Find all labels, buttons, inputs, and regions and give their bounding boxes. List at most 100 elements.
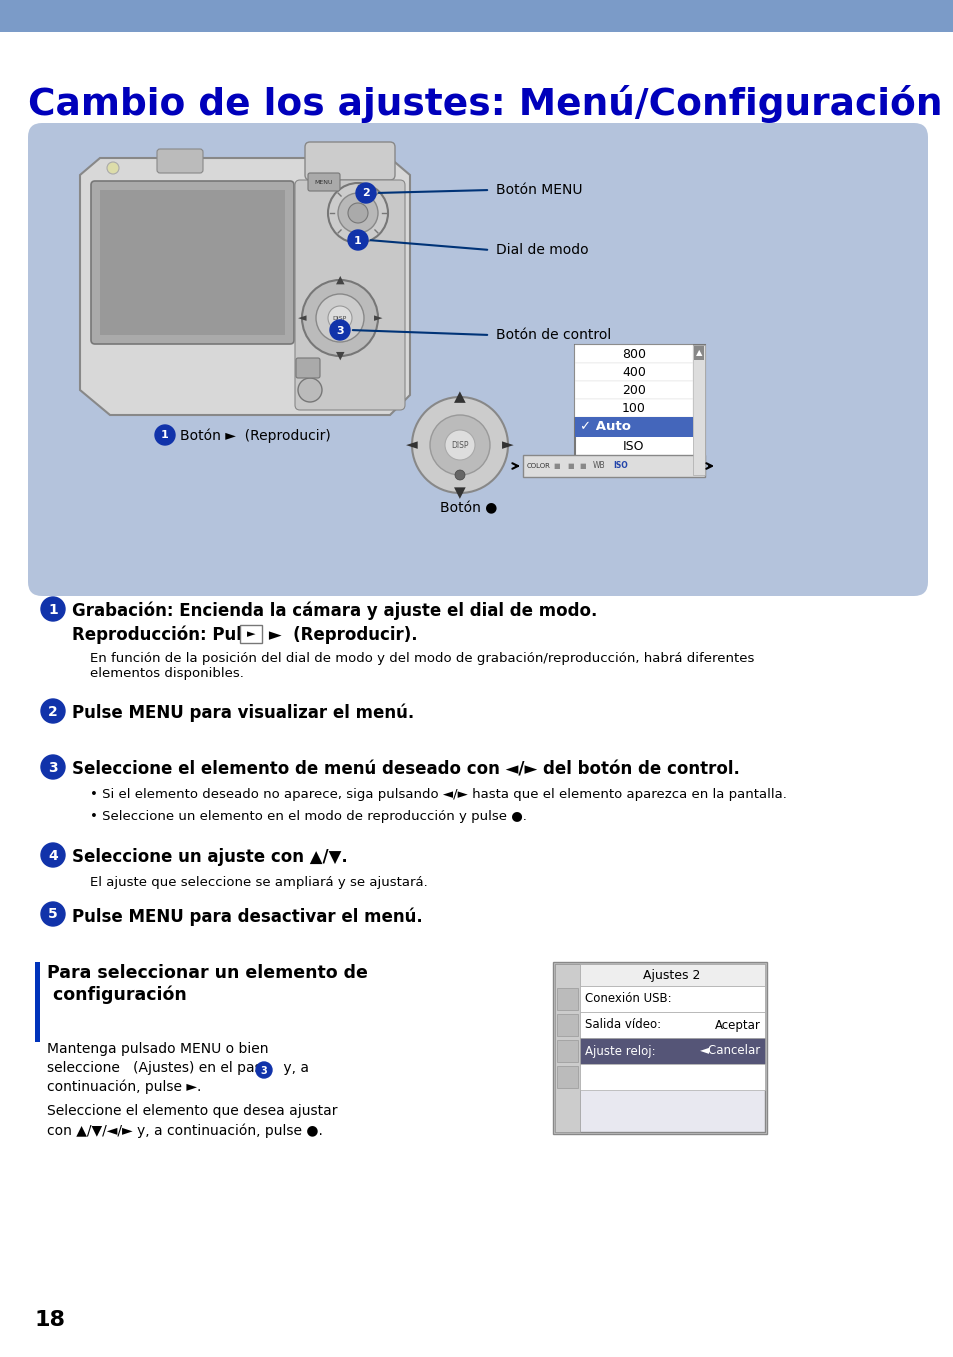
Text: continuación, pulse ►.: continuación, pulse ►.: [47, 1080, 201, 1095]
Text: 3: 3: [260, 1065, 267, 1076]
Text: ▼: ▼: [454, 486, 465, 501]
Text: 800: 800: [621, 347, 645, 361]
FancyBboxPatch shape: [557, 988, 578, 1010]
Polygon shape: [80, 157, 410, 415]
Text: 3: 3: [335, 326, 343, 335]
Text: 18: 18: [35, 1310, 66, 1330]
FancyBboxPatch shape: [557, 1039, 578, 1063]
FancyBboxPatch shape: [575, 345, 692, 364]
Text: Aceptar: Aceptar: [715, 1019, 760, 1031]
Text: ▲: ▲: [335, 275, 344, 285]
Text: ISO: ISO: [622, 440, 644, 452]
Text: Salida vídeo:: Salida vídeo:: [584, 1019, 660, 1031]
Text: DISP: DISP: [451, 441, 468, 449]
FancyBboxPatch shape: [575, 381, 692, 399]
Text: ►: ►: [374, 313, 382, 323]
Text: ▲: ▲: [454, 389, 465, 404]
Text: ISO: ISO: [613, 461, 627, 471]
Circle shape: [430, 415, 490, 475]
Text: 2: 2: [48, 704, 58, 718]
Text: DISP: DISP: [333, 315, 347, 320]
Text: • Seleccione un elemento en el modo de reproducción y pulse ●.: • Seleccione un elemento en el modo de r…: [90, 810, 526, 822]
Circle shape: [41, 902, 65, 925]
Text: 1: 1: [354, 236, 361, 246]
Text: Para seleccionar un elemento de: Para seleccionar un elemento de: [47, 963, 368, 982]
Circle shape: [41, 843, 65, 867]
Circle shape: [328, 305, 352, 330]
Circle shape: [444, 430, 475, 460]
FancyBboxPatch shape: [575, 399, 692, 417]
Circle shape: [154, 425, 174, 445]
Text: Botón ●: Botón ●: [439, 501, 497, 516]
Text: configuración: configuración: [47, 987, 187, 1004]
Text: ►: ►: [501, 437, 514, 452]
Text: 1: 1: [161, 430, 169, 441]
FancyBboxPatch shape: [91, 180, 294, 345]
Text: Pulse MENU para visualizar el menú.: Pulse MENU para visualizar el menú.: [71, 704, 414, 722]
Circle shape: [41, 754, 65, 779]
Circle shape: [107, 161, 119, 174]
Circle shape: [355, 183, 375, 204]
Text: 5: 5: [48, 908, 58, 921]
Text: 200: 200: [621, 384, 645, 396]
Circle shape: [330, 320, 350, 341]
Text: 4: 4: [48, 848, 58, 863]
FancyBboxPatch shape: [579, 1038, 764, 1064]
Text: Cambio de los ajustes: Menú/Configuración: Cambio de los ajustes: Menú/Configuració…: [28, 85, 942, 123]
FancyBboxPatch shape: [575, 417, 692, 437]
Circle shape: [412, 398, 507, 493]
Text: Pulse MENU para desactivar el menú.: Pulse MENU para desactivar el menú.: [71, 906, 422, 925]
Text: Botón MENU: Botón MENU: [496, 183, 582, 197]
FancyBboxPatch shape: [28, 123, 927, 596]
Text: Ajuste reloj:: Ajuste reloj:: [584, 1045, 655, 1057]
Circle shape: [348, 229, 368, 250]
Text: WB: WB: [593, 461, 605, 471]
Circle shape: [348, 204, 368, 223]
Text: COLOR: COLOR: [526, 463, 550, 470]
Text: Conexión USB:: Conexión USB:: [584, 992, 671, 1006]
FancyBboxPatch shape: [305, 142, 395, 180]
Text: ◄: ◄: [406, 437, 417, 452]
Circle shape: [315, 294, 364, 342]
Text: 1: 1: [48, 603, 58, 616]
Text: 100: 100: [621, 402, 645, 414]
Text: con ▲/▼/◄/► y, a continuación, pulse ●.: con ▲/▼/◄/► y, a continuación, pulse ●.: [47, 1124, 322, 1137]
Text: • Si el elemento deseado no aparece, siga pulsando ◄/► hasta que el elemento apa: • Si el elemento deseado no aparece, sig…: [90, 788, 786, 801]
FancyBboxPatch shape: [557, 1067, 578, 1088]
Text: En función de la posición del dial de modo y del modo de grabación/reproducción,: En función de la posición del dial de mo…: [90, 651, 754, 680]
Text: Dial de modo: Dial de modo: [496, 243, 588, 256]
FancyBboxPatch shape: [579, 963, 764, 987]
Circle shape: [297, 379, 322, 402]
Text: ■: ■: [553, 463, 559, 470]
Text: Seleccione el elemento que desea ajustar: Seleccione el elemento que desea ajustar: [47, 1105, 337, 1118]
FancyBboxPatch shape: [308, 172, 339, 191]
Text: seleccione   (Ajustes) en el paso   y, a: seleccione (Ajustes) en el paso y, a: [47, 1061, 309, 1075]
FancyBboxPatch shape: [693, 346, 703, 360]
Text: ▼: ▼: [335, 351, 344, 361]
Circle shape: [41, 597, 65, 622]
FancyBboxPatch shape: [294, 180, 405, 410]
Circle shape: [302, 280, 377, 356]
Text: ◄Cancelar: ◄Cancelar: [699, 1045, 760, 1057]
Circle shape: [328, 183, 388, 243]
Text: 400: 400: [621, 365, 645, 379]
Text: ■: ■: [578, 463, 585, 470]
Text: ▲: ▲: [695, 349, 701, 357]
Text: 3: 3: [49, 760, 58, 775]
FancyBboxPatch shape: [100, 190, 285, 335]
FancyBboxPatch shape: [557, 1014, 578, 1035]
Circle shape: [41, 699, 65, 723]
Text: Seleccione el elemento de menú deseado con ◄/► del botón de control.: Seleccione el elemento de menú deseado c…: [71, 760, 740, 778]
Text: Botón ►  (Reproducir): Botón ► (Reproducir): [180, 429, 331, 444]
Text: Grabación: Encienda la cámara y ajuste el dial de modo.: Grabación: Encienda la cámara y ajuste e…: [71, 603, 597, 620]
Text: MENU: MENU: [314, 179, 333, 185]
Text: El ajuste que seleccione se ampliará y se ajustará.: El ajuste que seleccione se ampliará y s…: [90, 877, 427, 889]
Text: Seleccione un ajuste con ▲/▼.: Seleccione un ajuste con ▲/▼.: [71, 848, 348, 866]
Text: 2: 2: [362, 189, 370, 198]
FancyBboxPatch shape: [0, 0, 953, 33]
Circle shape: [337, 193, 377, 233]
Text: Ajustes 2: Ajustes 2: [642, 969, 700, 981]
FancyBboxPatch shape: [575, 345, 704, 475]
Text: Mantenga pulsado MENU o bien: Mantenga pulsado MENU o bien: [47, 1042, 268, 1056]
FancyBboxPatch shape: [240, 626, 262, 643]
